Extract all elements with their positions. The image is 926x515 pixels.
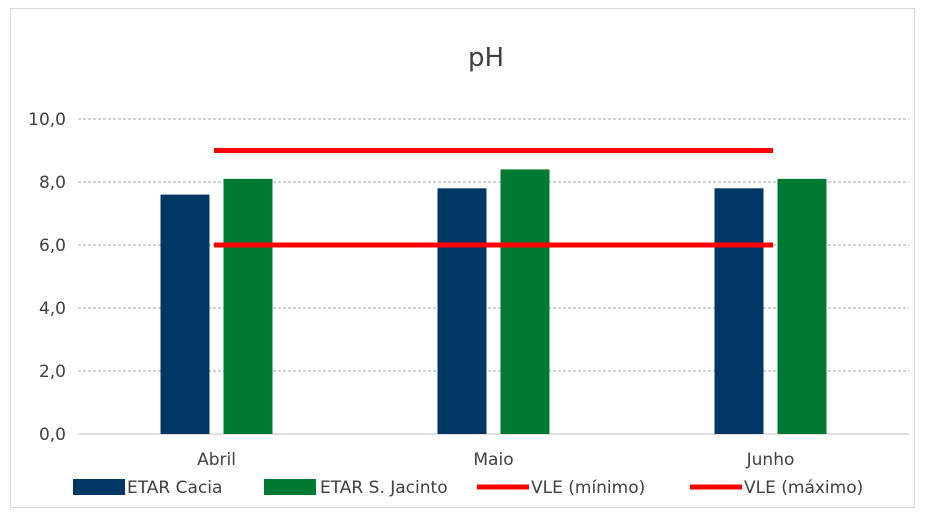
- bar-layer: [160, 169, 827, 434]
- legend-label: VLE (mínimo): [531, 478, 645, 498]
- chart-frame: pH 0,0 2,0 4,0 6,0 8,0 10,0 Abril Maio Junho ET…: [10, 8, 915, 508]
- bar: [223, 178, 273, 434]
- y-axis-ticks: 0,0 2,0 4,0 6,0 8,0 10,0: [28, 110, 66, 445]
- y-tick-label: 10,0: [28, 110, 66, 130]
- bar: [500, 169, 550, 434]
- line-layer: [214, 148, 773, 248]
- legend: ETAR Cacia ETAR S. Jacinto VLE (mínimo) VLE…: [73, 478, 863, 498]
- y-tick-label: 2,0: [39, 362, 66, 382]
- y-tick-label: 0,0: [39, 425, 66, 445]
- bar: [714, 188, 764, 434]
- bar: [437, 188, 487, 434]
- x-axis-ticks: Abril Maio Junho: [197, 450, 794, 470]
- chart-title: pH: [468, 43, 504, 73]
- y-tick-label: 4,0: [39, 299, 66, 319]
- chart-canvas: pH 0,0 2,0 4,0 6,0 8,0 10,0 Abril Maio Junho ET…: [28, 43, 909, 498]
- y-tick-label: 6,0: [39, 236, 66, 256]
- bar: [777, 178, 827, 434]
- legend-label: VLE (máximo): [744, 478, 863, 498]
- legend-swatch: [264, 479, 316, 495]
- bar: [160, 194, 210, 434]
- legend-label: ETAR S. Jacinto: [320, 478, 448, 498]
- x-tick-label: Junho: [746, 450, 795, 470]
- x-tick-label: Maio: [473, 450, 513, 470]
- y-tick-label: 8,0: [39, 173, 66, 193]
- legend-swatch: [73, 479, 125, 495]
- legend-label: ETAR Cacia: [127, 478, 222, 498]
- x-tick-label: Abril: [197, 450, 236, 470]
